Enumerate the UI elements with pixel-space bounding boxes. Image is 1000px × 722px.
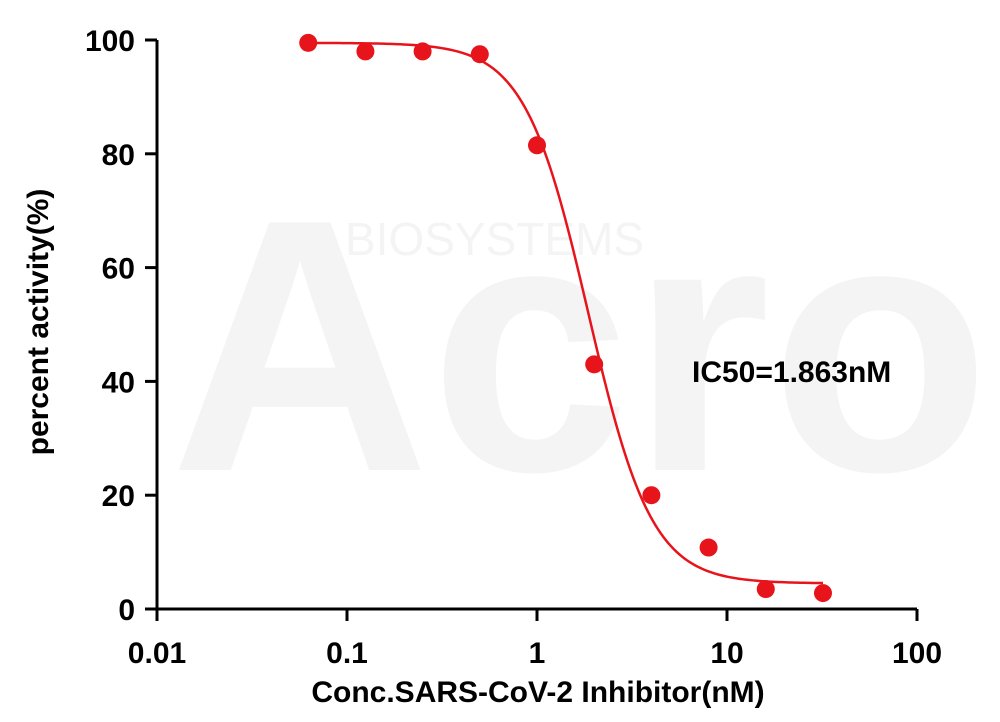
data-point	[756, 580, 775, 599]
axes: 0.01 0.1 1 10 100 0 20 40 60 80 100	[85, 25, 942, 670]
y-tick-label: 20	[102, 480, 135, 513]
y-tick-label: 40	[102, 366, 135, 399]
ic50-annotation: IC50=1.863nM	[692, 356, 891, 389]
x-axis-title: Conc.SARS-CoV-2 Inhibitor(nM)	[311, 676, 764, 709]
data-point	[813, 584, 832, 603]
y-tick-label: 60	[102, 253, 135, 286]
fit-curve	[308, 41, 823, 585]
data-point	[413, 42, 432, 61]
data-point	[528, 136, 546, 155]
x-tick-label: 10	[710, 637, 743, 670]
y-tick-label: 100	[85, 25, 135, 58]
watermark-logo: Acro	[170, 145, 990, 547]
watermark-text: BIOSYSTEMS	[345, 213, 644, 265]
x-tick-label: 0.01	[128, 637, 186, 670]
x-tick-label: 1	[529, 637, 546, 670]
y-axis-title: percent activity(%)	[22, 189, 55, 456]
data-point	[356, 42, 375, 61]
data-point	[642, 486, 661, 505]
data-point	[299, 33, 318, 52]
data-point	[699, 538, 718, 557]
x-tick-label: 100	[892, 637, 942, 670]
y-tick-label: 0	[118, 594, 135, 627]
data-point	[585, 355, 604, 374]
data-points	[299, 33, 832, 603]
watermark: Acro BIOSYSTEMS	[170, 145, 990, 547]
data-point	[470, 45, 489, 64]
x-tick-label: 0.1	[326, 637, 368, 670]
y-tick-label: 80	[102, 139, 135, 172]
